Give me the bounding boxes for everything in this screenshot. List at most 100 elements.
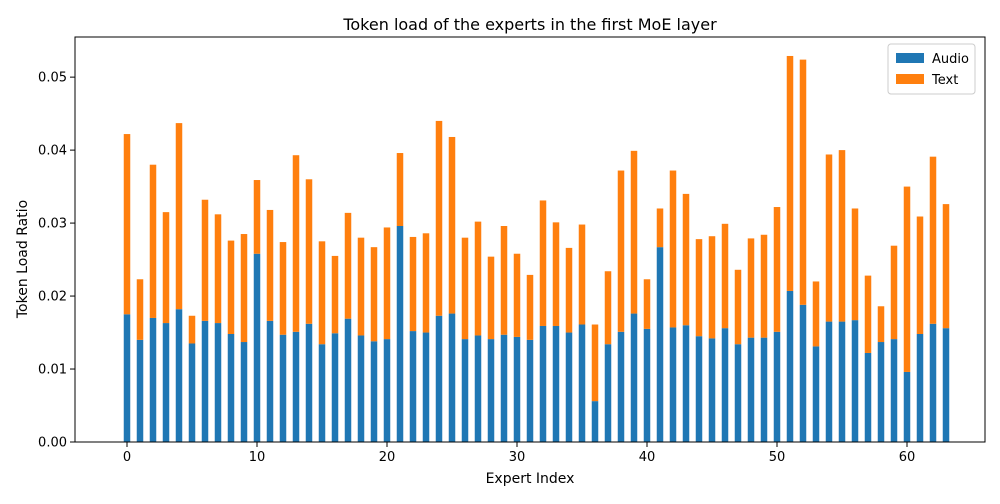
bar-audio-expert-33: [552, 325, 560, 442]
legend: Audio Text: [887, 43, 976, 95]
bar-text-expert-15: [318, 241, 326, 345]
bar-audio-expert-54: [825, 321, 833, 442]
bar-text-expert-23: [422, 233, 430, 333]
bar-audio-expert-52: [799, 304, 807, 442]
bar-text-expert-54: [825, 154, 833, 322]
bar-text-expert-41: [656, 208, 664, 248]
bar-audio-expert-56: [851, 320, 859, 442]
y-axis-ticks: 0.00 0.01 0.02 0.03 0.04 0.05: [38, 71, 75, 451]
bar-text-expert-21: [396, 153, 404, 226]
y-tick-label: 0.03: [38, 217, 67, 232]
bar-audio-expert-48: [747, 337, 755, 442]
bar-text-expert-31: [526, 274, 534, 340]
bar-audio-expert-6: [201, 320, 209, 442]
bar-audio-expert-3: [162, 323, 170, 442]
legend-label-text: Text: [931, 73, 958, 88]
bar-text-expert-29: [500, 226, 508, 335]
bar-audio-expert-55: [838, 321, 846, 442]
bar-audio-expert-39: [630, 313, 638, 442]
legend-swatch-text: [896, 74, 924, 84]
bar-audio-expert-18: [357, 335, 365, 442]
bar-audio-expert-5: [188, 343, 196, 442]
bar-text-expert-25: [448, 136, 456, 314]
bar-text-expert-17: [344, 212, 352, 319]
bar-text-expert-60: [903, 186, 911, 372]
bar-audio-expert-36: [591, 401, 599, 442]
y-tick-label: 0.04: [38, 144, 67, 159]
bar-audio-expert-59: [890, 339, 898, 442]
bar-text-expert-51: [786, 55, 794, 291]
bar-text-expert-33: [552, 222, 560, 326]
bar-audio-expert-0: [123, 314, 131, 442]
y-tick-label: 0.00: [38, 436, 67, 451]
bar-audio-expert-22: [409, 331, 417, 442]
bar-text-expert-6: [201, 199, 209, 321]
bar-audio-expert-37: [604, 344, 612, 442]
bar-text-expert-55: [838, 150, 846, 322]
bar-audio-expert-16: [331, 333, 339, 442]
bar-text-expert-58: [877, 306, 885, 343]
bar-audio-expert-31: [526, 339, 534, 442]
bar-text-expert-56: [851, 208, 859, 321]
bar-audio-expert-10: [253, 253, 261, 442]
bar-text-expert-27: [474, 221, 482, 336]
bar-audio-expert-13: [292, 331, 300, 442]
bar-audio-expert-8: [227, 334, 235, 442]
bar-audio-expert-14: [305, 323, 313, 442]
bar-audio-expert-50: [773, 331, 781, 442]
bar-audio-expert-51: [786, 290, 794, 442]
bar-text-expert-37: [604, 271, 612, 345]
x-tick-label: 0: [123, 450, 131, 465]
bar-audio-expert-45: [708, 338, 716, 442]
bar-audio-expert-12: [279, 334, 287, 442]
bar-text-expert-1: [136, 279, 144, 340]
bar-audio-expert-30: [513, 336, 521, 442]
bar-audio-expert-28: [487, 339, 495, 442]
bar-text-expert-14: [305, 179, 313, 324]
bar-audio-expert-1: [136, 339, 144, 442]
bar-audio-expert-20: [383, 339, 391, 442]
bar-text-expert-28: [487, 256, 495, 340]
bar-audio-expert-40: [643, 328, 651, 442]
bar-text-expert-13: [292, 155, 300, 332]
bar-text-expert-59: [890, 245, 898, 340]
bar-text-expert-34: [565, 247, 573, 333]
bar-text-expert-50: [773, 207, 781, 332]
bar-text-expert-38: [617, 170, 625, 332]
x-tick-label: 20: [379, 450, 396, 465]
bar-text-expert-11: [266, 209, 274, 321]
bar-audio-expert-57: [864, 352, 872, 442]
bar-text-expert-24: [435, 120, 443, 316]
bar-text-expert-42: [669, 170, 677, 328]
x-tick-label: 50: [769, 450, 786, 465]
plot-frame: [74, 36, 986, 443]
bar-text-expert-53: [812, 281, 820, 347]
bar-text-expert-61: [916, 216, 924, 334]
bar-audio-expert-63: [942, 328, 950, 442]
bar-text-expert-57: [864, 275, 872, 353]
bar-audio-expert-38: [617, 331, 625, 442]
x-tick-label: 60: [899, 450, 916, 465]
x-tick-label: 30: [509, 450, 526, 465]
bar-audio-expert-49: [760, 337, 768, 442]
y-tick-label: 0.05: [38, 71, 67, 86]
bar-text-expert-9: [240, 234, 248, 343]
bar-text-expert-44: [695, 239, 703, 337]
x-axis-title: Expert Index: [486, 471, 575, 487]
bar-audio-expert-60: [903, 371, 911, 442]
bar-text-expert-45: [708, 236, 716, 339]
bar-text-expert-20: [383, 227, 391, 340]
bar-text-expert-0: [123, 134, 131, 315]
bar-audio-expert-15: [318, 344, 326, 442]
x-tick-label: 40: [639, 450, 656, 465]
bar-text-expert-8: [227, 240, 235, 334]
y-tick-label: 0.02: [38, 290, 67, 305]
bar-audio-expert-27: [474, 335, 482, 442]
bar-text-expert-62: [929, 156, 937, 324]
bar-audio-expert-9: [240, 342, 248, 442]
bar-text-expert-35: [578, 224, 586, 325]
bar-text-expert-63: [942, 204, 950, 329]
bar-audio-expert-41: [656, 247, 664, 442]
bar-audio-expert-58: [877, 342, 885, 442]
